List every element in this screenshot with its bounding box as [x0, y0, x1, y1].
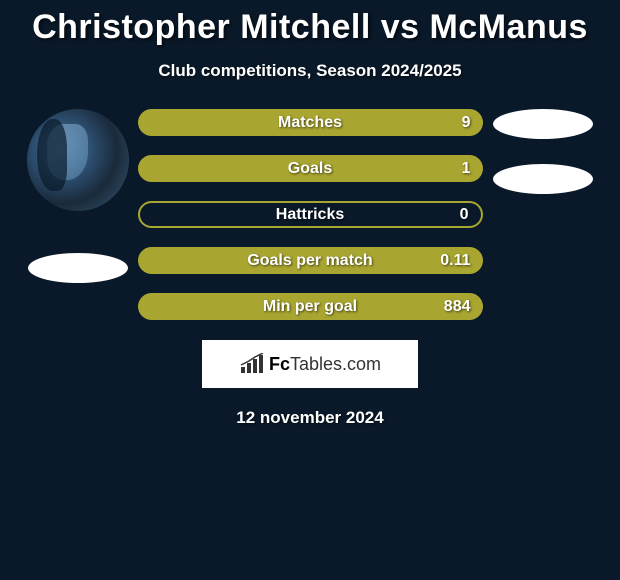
stat-row-goals: Goals 1: [138, 155, 483, 182]
stats-center-column: Matches 9 Goals 1 Hattricks 0 Goals per …: [138, 109, 483, 320]
player-right-badge-2: [493, 164, 593, 194]
date-text: 12 november 2024: [0, 408, 620, 428]
stat-row-matches: Matches 9: [138, 109, 483, 136]
player-left-badge: [28, 253, 128, 283]
stat-row-min-per-goal: Min per goal 884: [138, 293, 483, 320]
player-avatar: [27, 109, 129, 211]
logo-text: FcTables.com: [269, 354, 381, 375]
page-title: Christopher Mitchell vs McManus: [0, 0, 620, 47]
logo-inner: FcTables.com: [239, 353, 381, 375]
stat-value: 0.11: [440, 252, 470, 270]
stat-label: Goals: [288, 160, 332, 178]
stats-container: Matches 9 Goals 1 Hattricks 0 Goals per …: [0, 109, 620, 320]
stat-value: 9: [462, 114, 471, 132]
player-right-column: [483, 109, 603, 320]
chart-icon: [239, 353, 265, 375]
stat-value: 884: [444, 298, 471, 316]
player-left-column: [18, 109, 138, 320]
stat-label: Goals per match: [247, 252, 372, 270]
stat-value: 1: [462, 160, 471, 178]
page-subtitle: Club competitions, Season 2024/2025: [0, 61, 620, 81]
logo-box: FcTables.com: [202, 340, 418, 388]
stat-label: Matches: [278, 114, 342, 132]
stat-label: Min per goal: [263, 298, 357, 316]
stat-row-hattricks: Hattricks 0: [138, 201, 483, 228]
stat-value: 0: [460, 206, 469, 224]
stat-label: Hattricks: [276, 206, 344, 224]
player-right-badge-1: [493, 109, 593, 139]
stat-row-goals-per-match: Goals per match 0.11: [138, 247, 483, 274]
